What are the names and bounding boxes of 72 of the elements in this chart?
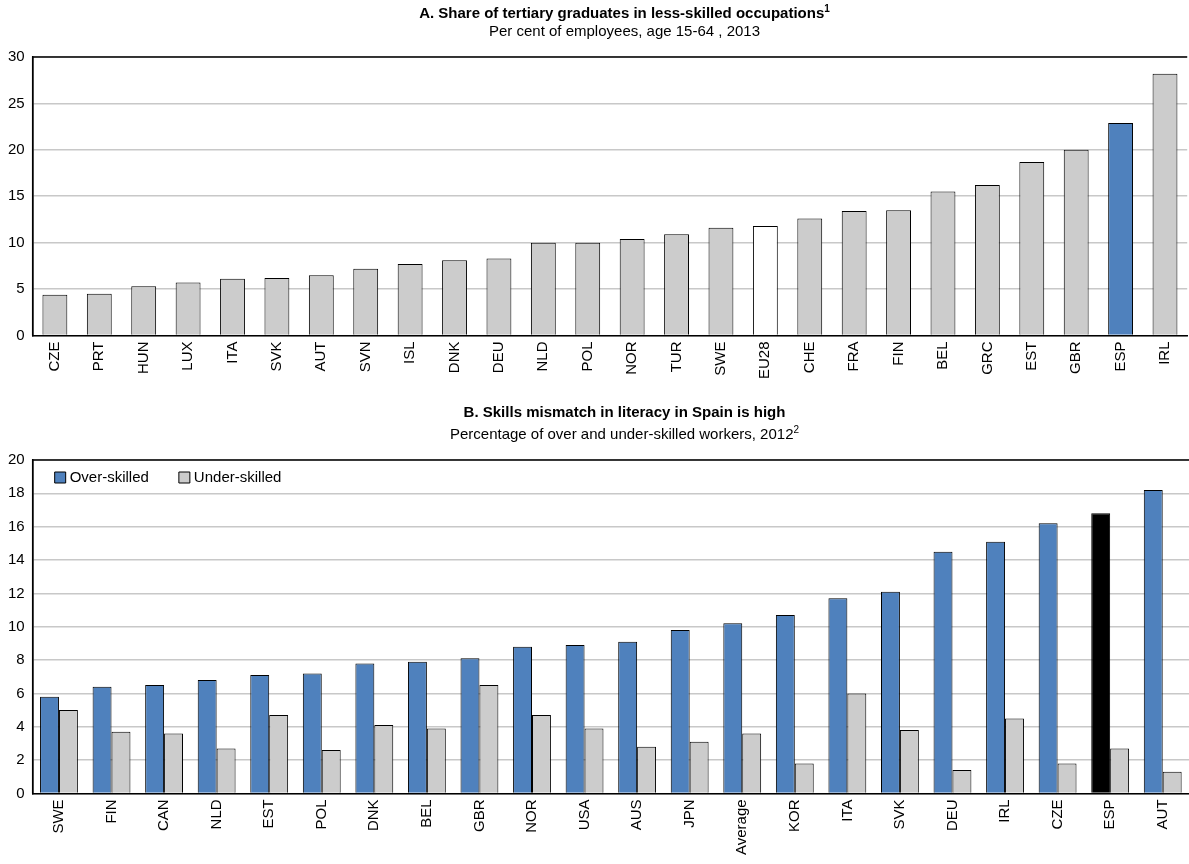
y-tick-label: 8 bbox=[16, 650, 25, 668]
x-tick-label: Average bbox=[732, 799, 750, 856]
y-tick-label: 2 bbox=[16, 750, 25, 768]
x-tick-label: SVN bbox=[355, 341, 373, 373]
x-tick-label: AUS bbox=[627, 799, 645, 831]
y-tick-label: 0 bbox=[16, 325, 25, 343]
x-tick-label: JPN bbox=[679, 799, 697, 828]
y-tick-label: 5 bbox=[16, 279, 25, 297]
y-tick-label: 15 bbox=[8, 186, 25, 204]
x-tick-label: BEL bbox=[933, 341, 951, 370]
x-tick-label: USA bbox=[574, 799, 592, 831]
x-tick-label: KOR bbox=[784, 799, 802, 832]
x-tick-label: PRT bbox=[89, 341, 107, 372]
x-tick-label: IRL bbox=[1155, 341, 1173, 365]
x-tick-label: POL bbox=[311, 799, 329, 830]
y-tick-label: 16 bbox=[8, 516, 25, 534]
x-tick-label: GBR bbox=[469, 799, 487, 832]
x-tick-label: SVK bbox=[267, 341, 285, 372]
x-tick-label: NLD bbox=[533, 341, 551, 372]
x-tick-label: BEL bbox=[417, 799, 435, 828]
x-tick-label: ESP bbox=[1100, 799, 1118, 830]
x-tick-label: SVK bbox=[890, 799, 908, 830]
x-tick-label: POL bbox=[577, 341, 595, 372]
legend-label: Over-skilled bbox=[69, 468, 149, 486]
y-tick-label: 30 bbox=[8, 47, 25, 65]
x-tick-label: CZE bbox=[45, 341, 63, 372]
x-tick-label: NOR bbox=[522, 799, 540, 833]
x-tick-label: FIN bbox=[101, 799, 119, 824]
x-tick-label: EU28 bbox=[755, 341, 773, 380]
x-tick-label: GBR bbox=[1066, 341, 1084, 374]
x-tick-label: NLD bbox=[206, 799, 224, 830]
y-tick-label: 0 bbox=[16, 783, 25, 801]
x-tick-label: FIN bbox=[888, 341, 906, 366]
y-tick-label: 10 bbox=[8, 616, 25, 634]
y-tick-label: 6 bbox=[16, 683, 25, 701]
y-tick-label: 20 bbox=[8, 450, 25, 468]
x-tick-label: ISL bbox=[400, 341, 418, 364]
legend-label: Under-skilled bbox=[193, 468, 282, 486]
x-tick-label: ESP bbox=[1110, 341, 1128, 372]
chart-subtitle: Percentage of over and under-skilled workers, 2012$^{2}$ bbox=[448, 423, 801, 443]
chart-title: B. Skills mismatch in literacy in Spain is high bbox=[462, 403, 787, 421]
x-tick-label: IRL bbox=[995, 799, 1013, 823]
x-tick-label: FRA bbox=[844, 341, 862, 372]
y-tick-label: 18 bbox=[8, 483, 25, 501]
y-tick-label: 14 bbox=[8, 550, 25, 568]
x-tick-label: DNK bbox=[444, 341, 462, 374]
x-tick-label: CZE bbox=[1047, 799, 1065, 830]
x-tick-label: NOR bbox=[622, 341, 640, 375]
x-tick-label: LUX bbox=[178, 341, 196, 371]
x-tick-label: TUR bbox=[666, 341, 684, 373]
x-tick-label: EST bbox=[259, 799, 277, 829]
x-tick-label: CHE bbox=[799, 341, 817, 374]
y-tick-label: 10 bbox=[8, 232, 25, 250]
x-tick-label: DNK bbox=[364, 799, 382, 832]
y-tick-label: 25 bbox=[8, 93, 25, 111]
y-tick-label: 12 bbox=[8, 583, 25, 601]
x-tick-label: DEU bbox=[489, 341, 507, 374]
x-tick-label: HUN bbox=[133, 341, 151, 374]
x-tick-label: AUT bbox=[1152, 799, 1170, 830]
x-tick-label: AUT bbox=[311, 341, 329, 372]
x-tick-label: EST bbox=[1021, 341, 1039, 371]
x-tick-label: DEU bbox=[942, 799, 960, 832]
x-tick-label: GRC bbox=[977, 341, 995, 375]
y-tick-label: 20 bbox=[8, 139, 25, 157]
chart-subtitle: Per cent of employees, age 15-64 , 2013 bbox=[488, 22, 761, 40]
x-tick-label: ITA bbox=[837, 799, 855, 822]
x-tick-label: ITA bbox=[222, 341, 240, 364]
x-tick-label: SWE bbox=[711, 341, 729, 376]
x-tick-label: SWE bbox=[49, 799, 67, 834]
y-tick-label: 4 bbox=[16, 716, 25, 734]
x-tick-label: CAN bbox=[154, 799, 172, 832]
chart-title: A. Share of tertiary graduates in less-skilled occupations$^{1}$ bbox=[418, 2, 831, 22]
